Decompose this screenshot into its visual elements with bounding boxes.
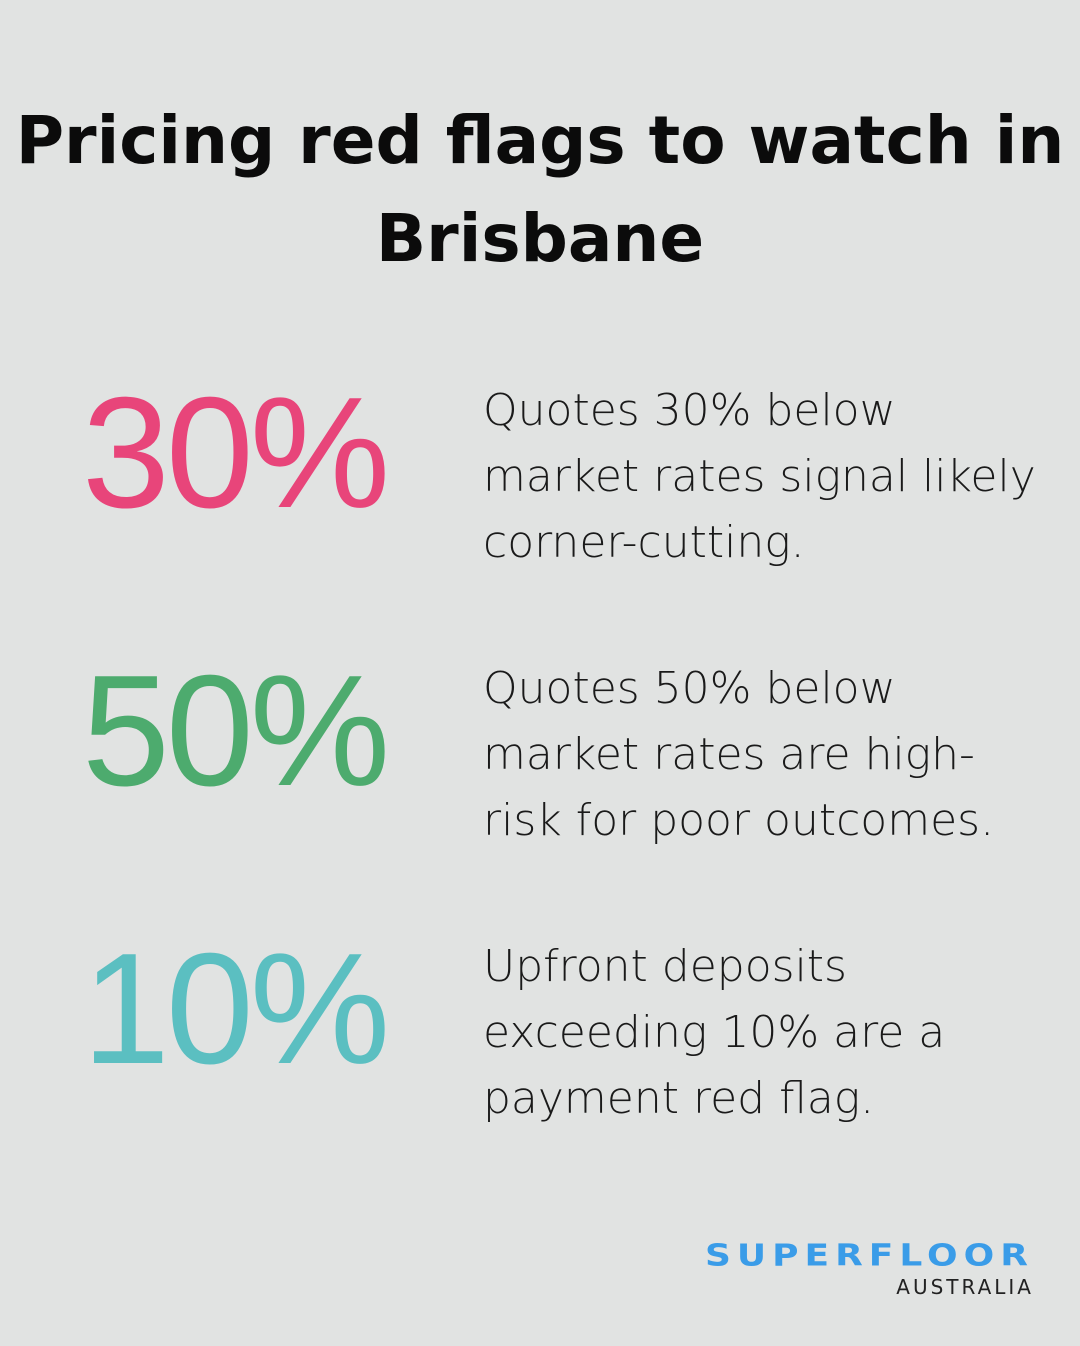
stat-value: 10% [82, 921, 390, 1097]
stat-description: Upfront deposits exceeding 10% are a pay… [483, 941, 946, 1124]
stat-value: 50% [82, 643, 390, 819]
stat-item: 30% Quotes 30% below market rates signal… [0, 365, 1080, 618]
stat-item: 50% Quotes 50% below market rates are hi… [0, 643, 1080, 896]
logo-sub-text: AUSTRALIA [896, 1275, 1034, 1299]
stat-description: Quotes 30% below market rates signal lik… [483, 385, 1036, 568]
page-title: Pricing red flags to watch in Brisbane [15, 102, 1065, 277]
stat-item: 10% Upfront deposits exceeding 10% are a… [0, 921, 1080, 1174]
logo-main-text: SUPERFLOOR [704, 1238, 1034, 1273]
stat-description: Quotes 50% below market rates are high-r… [483, 663, 995, 846]
stat-value: 30% [82, 365, 390, 541]
brand-logo: SUPERFLOOR AUSTRALIA [705, 1236, 1034, 1298]
